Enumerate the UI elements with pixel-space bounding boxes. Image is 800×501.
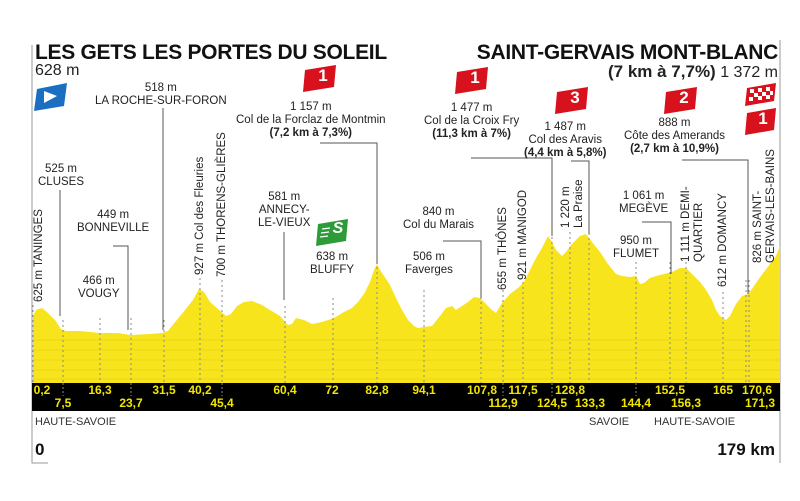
label-taninges: 625 m TANINGES [33,209,45,302]
km-label: 144,4 [620,396,652,410]
label-la-roche: 518 m LA ROCHE-SUR-FORON [95,82,227,107]
start-elevation: 628 m [35,62,80,79]
km-label: 165 [712,383,734,397]
km-label: 112,9 [488,396,518,410]
finish-elevation: 1 372 m [720,64,778,81]
label-vougy: 466 m VOUGY [78,275,120,300]
elevation-profile [33,234,780,383]
label-annecy: 581 m ANNECY- LE-VIEUX [258,191,311,229]
kom-badge-number: 1 [318,66,328,85]
grid-lines [33,339,780,380]
start-town: LES GETS LES PORTES DU SOLEIL [35,41,387,64]
km-label: 107,8 [466,383,498,397]
km-label: 152,5 [654,383,686,397]
km-label: 45,4 [210,396,234,410]
km-label: 124,5 [536,396,568,410]
km-label: 171,3 [744,396,776,410]
label-megeve: 1 061 m MEGÈVE [619,190,669,215]
sprint-icon [316,219,348,246]
kom-cat1-icon [745,108,776,135]
label-demi-quartier-1: 1 111 m DEMI- [680,186,692,262]
label-aravis: 1 487 m Col des Aravis (4,4 km à 5,8%) [524,121,607,159]
label-faverges: 506 m Faverges [405,251,453,276]
label-thorens-glieres: 700 m THORENS-GLIÈRES [216,132,228,277]
km-label: 0,2 [33,383,51,397]
region-label: HAUTE-SAVOIE [654,416,736,428]
kom-badge-number: 1 [758,109,768,128]
km-label: 72 [325,383,339,397]
sprint-badge-letter: S [332,220,344,237]
kom-cat3-icon [555,87,588,114]
label-manigod: 921 m MANIGOD [517,189,529,280]
label-cluses: 525 m CLUSES [38,163,85,188]
label-croix-fry: 1 477 m Col de la Croix Fry (11,3 km à 7%) [424,102,520,140]
label-col-du-marais: 840 m Col du Marais [403,206,474,231]
km-label: 82,8 [365,383,389,397]
km-band [32,383,780,411]
kom-cat1-icon [303,65,336,92]
kom-cat1-icon [455,67,488,94]
km-label: 7,5 [54,396,72,410]
label-bluffy: 638 m BLUFFY [310,251,355,276]
label-la-praise-elev: 1 220 m [560,186,572,228]
km-label: 16,3 [88,383,112,397]
km-label: 117,5 [508,383,538,397]
finish-climb: (7 km à 7,7%) [608,62,716,81]
km-label: 156,3 [670,396,702,410]
km-label: 23,7 [119,396,143,410]
label-demi-quartier-2: QUARTIER [693,202,705,262]
label-la-praise: La Praise [573,179,585,228]
finish-town: SAINT-GERVAIS MONT-BLANC [476,41,779,64]
label-col-des-fleuries: 927 m Col des Fleuries [194,156,206,275]
label-flumet: 950 m FLUMET [613,235,659,260]
kom-badge-number: 2 [679,88,689,107]
start-flag-icon [34,83,67,111]
kom-cat2-icon [664,87,697,114]
label-domancy: 612 m DOMANCY [717,193,729,287]
km-marker-lines [32,228,750,383]
region-label: SAVOIE [589,416,630,428]
label-bonneville: 449 m BONNEVILLE [77,209,150,234]
km-label: 128,8 [554,383,586,397]
km-label: 94,1 [412,383,436,397]
finish-flag-icon [745,83,776,106]
left-frame-line [31,45,48,464]
km-label: 133,3 [574,396,606,410]
label-amerands: 888 m Côte des Amerands (2,7 km à 10,9%) [624,117,726,155]
label-saint-gervais-1: 826 m SAINT- [752,190,764,263]
leader-lines [59,108,749,330]
km-label: 170,6 [741,383,773,397]
distance-end: 179 km [717,440,775,459]
label-forclaz: 1 157 m Col de la Forclaz de Montmin (7,2 … [236,101,386,139]
label-thones: 655 m THÔNES [497,207,509,290]
kom-badge-number: 3 [570,88,580,107]
finish-info: (7 km à 7,7%) 1 372 m [608,62,778,82]
km-label: 40,2 [188,383,212,397]
region-label: HAUTE-SAVOIE [35,416,117,428]
km-label: 60,4 [273,383,297,397]
km-label: 31,5 [152,383,176,397]
distance-start: 0 [35,440,45,459]
kom-badge-number: 1 [470,68,480,87]
label-saint-gervais-2: GERVAIS-LES-BAINS [765,149,777,263]
